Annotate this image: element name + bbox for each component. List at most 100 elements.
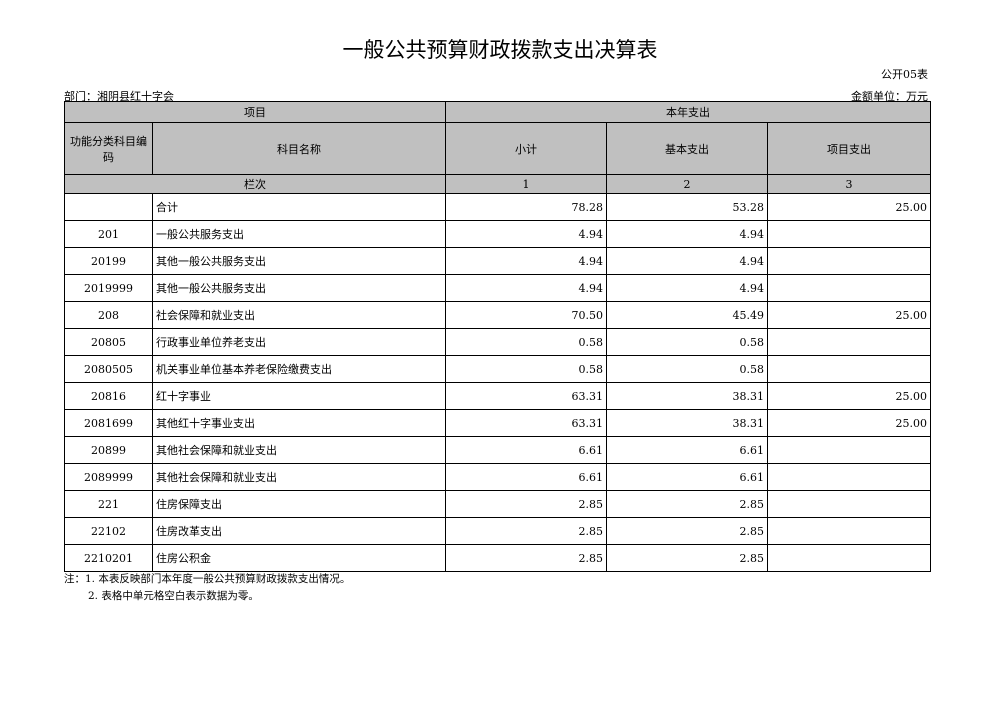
cell-name: 合计 [152,193,446,221]
cell-subtotal: 63.31 [445,382,607,410]
cell-subtotal: 78.28 [445,193,607,221]
department: 部门：湘阴县红十字会 [64,90,174,103]
notes: 注：1. 本表反映部门本年度一般公共预算财政拨款支出情况。 2. 表格中单元格空… [64,571,350,605]
cell-name: 红十字事业 [152,382,446,410]
cell-name: 社会保障和就业支出 [152,301,446,329]
table-row: 2089999 其他社会保障和就业支出 6.61 6.61 [64,463,931,491]
table-row: 2019999 其他一般公共服务支出 4.94 4.94 [64,274,931,302]
cell-name: 住房改革支出 [152,517,446,545]
cell-basic: 2.85 [606,517,768,545]
header-this-year: 本年支出 [445,101,931,123]
cell-basic: 38.31 [606,409,768,437]
cell-subtotal: 70.50 [445,301,607,329]
cell-project [767,247,931,275]
col-1: 1 [445,174,607,194]
cell-code: 201 [64,220,153,248]
table-row: 208 社会保障和就业支出 70.50 45.49 25.00 [64,301,931,329]
cell-code: 20816 [64,382,153,410]
cell-basic: 2.85 [606,544,768,572]
header-col-index: 栏次 [64,174,446,194]
header-item: 项目 [64,101,446,123]
table-row: 20199 其他一般公共服务支出 4.94 4.94 [64,247,931,275]
cell-basic: 53.28 [606,193,768,221]
cell-subtotal: 0.58 [445,328,607,356]
cell-code: 2089999 [64,463,153,491]
cell-name: 住房公积金 [152,544,446,572]
cell-subtotal: 2.85 [445,544,607,572]
note-2: 2. 表格中单元格空白表示数据为零。 [88,590,259,602]
cell-project [767,490,931,518]
budget-table: 项目 本年支出 功能分类科目编码 科目名称 小计 基本支出 项目支出 栏次 1 2 3 合计 78… [64,101,931,572]
cell-subtotal: 0.58 [445,355,607,383]
header-name: 科目名称 [152,122,446,175]
cell-subtotal: 6.61 [445,436,607,464]
cell-subtotal: 4.94 [445,247,607,275]
cell-project: 25.00 [767,301,931,329]
col-2: 2 [606,174,768,194]
cell-basic: 0.58 [606,328,768,356]
cell-subtotal: 2.85 [445,517,607,545]
cell-code: 20199 [64,247,153,275]
cell-project [767,544,931,572]
cell-project [767,517,931,545]
cell-name: 其他红十字事业支出 [152,409,446,437]
cell-code: 22102 [64,517,153,545]
table-row: 201 一般公共服务支出 4.94 4.94 [64,220,931,248]
cell-subtotal: 6.61 [445,463,607,491]
cell-basic: 45.49 [606,301,768,329]
amount-unit: 金额单位：万元 [851,90,928,103]
table-row: 20805 行政事业单位养老支出 0.58 0.58 [64,328,931,356]
cell-code: 2210201 [64,544,153,572]
cell-basic: 2.85 [606,490,768,518]
cell-name: 住房保障支出 [152,490,446,518]
cell-name: 其他社会保障和就业支出 [152,436,446,464]
header-basic: 基本支出 [606,122,768,175]
header-subtotal: 小计 [445,122,607,175]
page-title: 一般公共预算财政拨款支出决算表 [342,38,658,62]
table-row: 20899 其他社会保障和就业支出 6.61 6.61 [64,436,931,464]
cell-basic: 0.58 [606,355,768,383]
cell-code: 208 [64,301,153,329]
cell-project [767,436,931,464]
table-row: 2081699 其他红十字事业支出 63.31 38.31 25.00 [64,409,931,437]
cell-subtotal: 4.94 [445,274,607,302]
cell-subtotal: 4.94 [445,220,607,248]
cell-basic: 38.31 [606,382,768,410]
cell-basic: 4.94 [606,220,768,248]
table-row: 合计 78.28 53.28 25.00 [64,193,931,221]
cell-project [767,355,931,383]
cell-project [767,328,931,356]
cell-code: 20805 [64,328,153,356]
cell-subtotal: 2.85 [445,490,607,518]
cell-basic: 4.94 [606,274,768,302]
col-3: 3 [767,174,931,194]
cell-code: 20899 [64,436,153,464]
cell-name: 机关事业单位基本养老保险缴费支出 [152,355,446,383]
table-row: 20816 红十字事业 63.31 38.31 25.00 [64,382,931,410]
cell-basic: 6.61 [606,436,768,464]
note-1: 注：1. 本表反映部门本年度一般公共预算财政拨款支出情况。 [64,573,351,585]
cell-basic: 6.61 [606,463,768,491]
cell-code: 2019999 [64,274,153,302]
cell-project [767,220,931,248]
header-code: 功能分类科目编码 [64,122,153,175]
cell-code: 2081699 [64,409,153,437]
cell-name: 其他一般公共服务支出 [152,247,446,275]
cell-name: 行政事业单位养老支出 [152,328,446,356]
cell-basic: 4.94 [606,247,768,275]
cell-project: 25.00 [767,409,931,437]
cell-project: 25.00 [767,382,931,410]
cell-project [767,463,931,491]
table-row: 2080505 机关事业单位基本养老保险缴费支出 0.58 0.58 [64,355,931,383]
cell-name: 其他一般公共服务支出 [152,274,446,302]
cell-name: 一般公共服务支出 [152,220,446,248]
cell-project [767,274,931,302]
cell-code: 221 [64,490,153,518]
cell-code [64,193,153,221]
table-row: 2210201 住房公积金 2.85 2.85 [64,544,931,572]
table-row: 22102 住房改革支出 2.85 2.85 [64,517,931,545]
cell-code: 2080505 [64,355,153,383]
header-project: 项目支出 [767,122,931,175]
cell-project: 25.00 [767,193,931,221]
